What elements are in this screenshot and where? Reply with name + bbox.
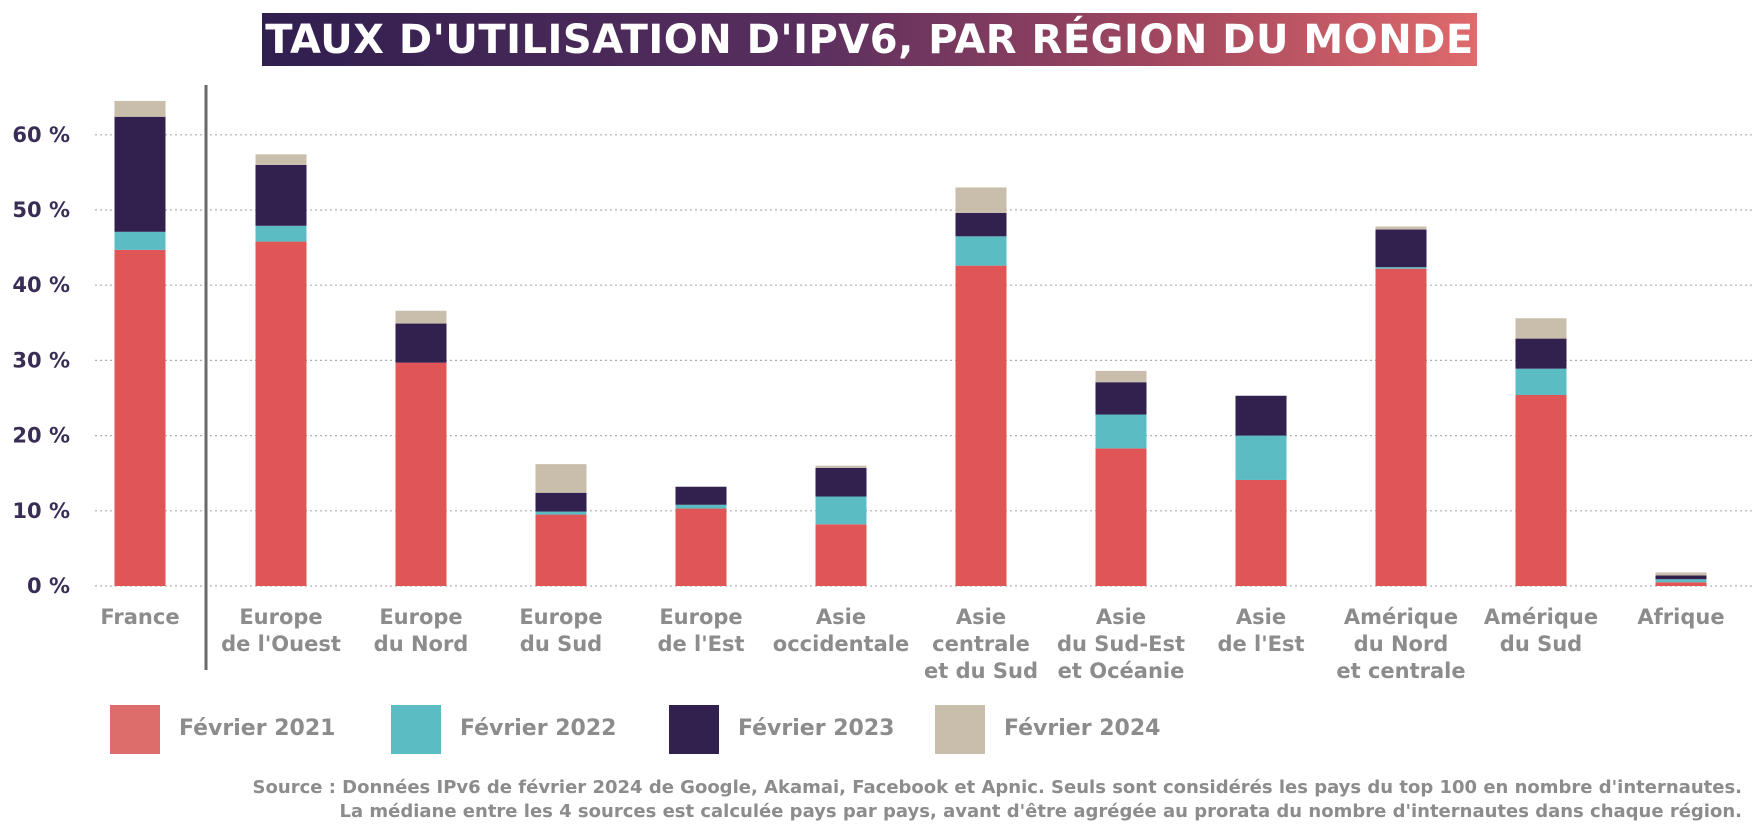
category-labels: France Europe de l'Ouest Europe du Nord Europ… — [100, 605, 1724, 683]
y-axis-ticks: 0 % 10 % 20 % 30 % 40 % 50 % 60 % — [12, 123, 70, 598]
bar-segment — [955, 213, 1007, 237]
bar-segment — [535, 492, 587, 512]
y-tick-label: 30 % — [12, 348, 70, 372]
bar-segment — [1515, 368, 1567, 395]
category-label: Europe de l'Est — [657, 605, 744, 656]
bar-segment — [1095, 382, 1147, 415]
bar-segment — [535, 464, 587, 493]
bar-segment — [1655, 575, 1707, 580]
bar-segment — [535, 511, 587, 515]
bar-segment — [114, 231, 166, 250]
bar-segment — [255, 241, 307, 587]
y-tick-label: 60 % — [12, 123, 70, 147]
legend-label: Février 2023 — [738, 716, 894, 741]
bar-segment — [675, 504, 727, 509]
y-tick-label: 0 % — [27, 574, 70, 598]
y-tick-label: 20 % — [12, 424, 70, 448]
category-label: France — [100, 605, 179, 629]
legend-swatch — [935, 705, 985, 754]
legend-label: Février 2024 — [1004, 716, 1160, 741]
bar-segment — [815, 496, 867, 525]
bar-segment — [114, 116, 166, 232]
bar-segment — [255, 225, 307, 242]
bar-segment — [1235, 435, 1287, 480]
category-label: Asie centrale et du Sud — [924, 605, 1038, 683]
bar-segment — [395, 323, 447, 363]
bar-segment — [255, 164, 307, 226]
bar-segment — [1515, 394, 1567, 586]
y-tick-label: 10 % — [12, 499, 70, 523]
y-tick-label: 50 % — [12, 198, 70, 222]
bar-segment — [1515, 338, 1567, 369]
bar-segment — [955, 187, 1007, 214]
bar-segment — [1375, 267, 1427, 269]
category-label: Europe du Nord — [374, 605, 469, 656]
category-label: Asie occidentale — [773, 605, 909, 656]
source-note-line-1: Source : Données IPv6 de février 2024 de… — [252, 777, 1742, 798]
category-label: Afrique — [1637, 605, 1724, 629]
bar-segment — [1235, 395, 1287, 436]
bar-segment — [1655, 579, 1707, 583]
category-label: Europe de l'Ouest — [221, 605, 341, 656]
legend: Février 2021 Février 2022 Février 2023 Févr… — [110, 705, 1160, 754]
bar-segment — [955, 265, 1007, 586]
category-label: Amérique du Nord et centrale — [1336, 605, 1465, 683]
bar-segment — [1235, 479, 1287, 586]
bar-segment — [1655, 572, 1707, 576]
bar-segment — [815, 465, 867, 468]
bar-segment — [1375, 268, 1427, 586]
bar-segment — [1375, 229, 1427, 268]
bar-segment — [815, 524, 867, 586]
y-tick-label: 40 % — [12, 273, 70, 297]
bar-segment — [255, 154, 307, 165]
bar-segment — [1515, 318, 1567, 339]
legend-label: Février 2022 — [460, 716, 616, 741]
bar-segment — [955, 236, 1007, 266]
legend-swatch — [669, 705, 719, 754]
bar-segment — [535, 514, 587, 586]
legend-swatch — [391, 705, 441, 754]
stacked-bar-chart: 0 % 10 % 20 % 30 % 40 % 50 % 60 % France Europe… — [12, 85, 1752, 754]
bar-segment — [395, 310, 447, 324]
chart-title: TAUX D'UTILISATION D'IPV6, PAR RÉGION DU… — [265, 16, 1474, 63]
bar-segment — [815, 467, 867, 497]
bar-segment — [1375, 226, 1427, 230]
category-label: Europe du Sud — [519, 605, 602, 656]
category-label: Asie du Sud-Est et Océanie — [1057, 605, 1185, 683]
bar-segment — [395, 362, 447, 586]
bar-segment — [1095, 414, 1147, 449]
bars — [114, 100, 1707, 587]
chart-title-banner: TAUX D'UTILISATION D'IPV6, PAR RÉGION DU… — [262, 13, 1477, 66]
bar-segment — [1655, 582, 1707, 586]
gridlines — [95, 134, 1752, 587]
legend-label: Février 2021 — [179, 716, 335, 741]
legend-swatch — [110, 705, 160, 754]
source-note-line-2: La médiane entre les 4 sources est calcu… — [339, 801, 1742, 822]
bar-segment — [114, 249, 166, 586]
bar-segment — [675, 486, 727, 505]
bar-segment — [114, 100, 166, 117]
category-label: Amérique du Sud — [1484, 605, 1598, 656]
bar-segment — [1095, 370, 1147, 383]
bar-segment — [675, 508, 727, 586]
bar-segment — [1095, 448, 1147, 586]
category-label: Asie de l'Est — [1217, 605, 1304, 656]
